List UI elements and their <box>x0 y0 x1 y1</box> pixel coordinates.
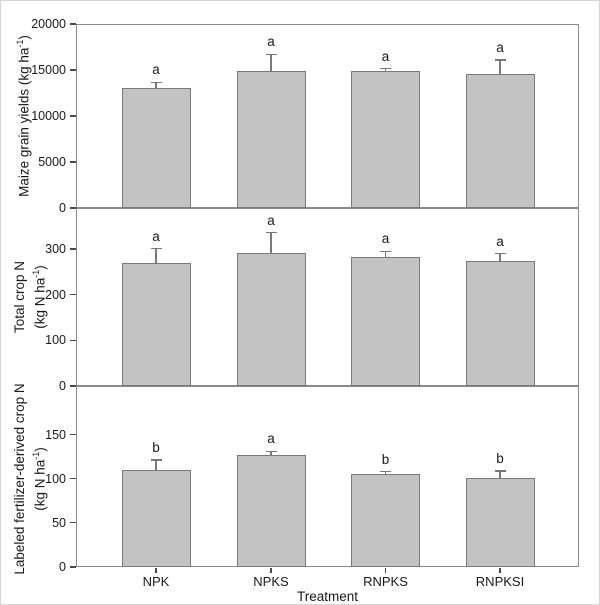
x-tick-label-RNPKSI: RNPKSI <box>475 574 525 589</box>
bar-a-NPK <box>121 88 191 208</box>
error-bar-line <box>384 251 387 257</box>
error-bar-cap <box>150 459 162 461</box>
y-axis-units-close: ) <box>32 447 48 452</box>
bar-c-RNPKSI <box>465 477 535 567</box>
error-bar-cap <box>265 450 277 453</box>
error-bar-cap <box>150 81 162 84</box>
y-tick-label: 15000 <box>31 63 66 77</box>
y-tick-label: 100 <box>45 471 66 486</box>
x-tick-mark <box>270 568 272 573</box>
x-axis-title: Treatment <box>296 589 359 604</box>
bar-a-RNPKS <box>351 70 420 208</box>
bar-c-RNPKS <box>351 474 420 567</box>
significance-letter: a <box>152 228 160 244</box>
x-tick-label-NPK: NPK <box>142 574 170 589</box>
error-bar-line <box>155 82 157 89</box>
y-tick-mark <box>70 522 76 524</box>
error-bar-cap <box>265 53 277 56</box>
error-bar-line <box>270 451 272 455</box>
bar-b-NPKS <box>236 252 306 386</box>
error-bar-cap <box>380 67 391 70</box>
y-tick-mark <box>70 115 76 117</box>
y-axis-units: (kg N ha <box>32 277 48 329</box>
y-tick-label: 20000 <box>31 17 66 31</box>
significance-letter: a <box>152 62 160 78</box>
y-tick-label: 10000 <box>31 109 66 123</box>
significance-letter: a <box>267 34 275 50</box>
y-tick-mark <box>70 566 76 568</box>
y-tick-label: 0 <box>59 379 66 393</box>
significance-letter: a <box>267 431 275 447</box>
significance-letter: a <box>381 231 390 247</box>
y-tick-mark <box>70 248 76 250</box>
y-tick-mark <box>70 23 76 25</box>
y-axis-units-close: ) <box>32 265 48 270</box>
significance-letter: a <box>381 48 390 64</box>
y-tick-mark <box>70 433 76 436</box>
superscript: -1 <box>30 269 41 278</box>
y-axis-title-close: ) <box>16 35 32 40</box>
significance-letter: b <box>152 440 160 456</box>
y-tick-mark <box>70 69 76 71</box>
y-tick-mark <box>70 478 76 480</box>
y-tick-label: 300 <box>45 242 66 257</box>
significance-letter: b <box>496 450 504 466</box>
error-bar-cap <box>494 470 506 472</box>
bar-b-RNPKS <box>351 256 420 386</box>
error-bar-cap <box>494 59 506 61</box>
error-bar-cap <box>380 470 391 473</box>
error-bar-line <box>270 232 272 253</box>
bar-c-NPK <box>121 469 191 567</box>
significance-letter: a <box>496 233 504 249</box>
error-bar-line <box>384 471 387 475</box>
y-tick-mark <box>70 161 76 163</box>
y-tick-mark <box>70 207 76 209</box>
y-tick-label: 0 <box>59 201 66 215</box>
error-bar-cap <box>150 247 162 250</box>
bar-a-RNPKSI <box>465 73 535 208</box>
y-tick-label: 0 <box>59 560 66 574</box>
y-tick-label: 100 <box>45 333 66 348</box>
y-tick-label: 200 <box>45 287 66 302</box>
error-bar-line <box>155 460 157 470</box>
bar-b-NPK <box>121 262 191 386</box>
error-bar-line <box>155 248 157 263</box>
x-tick-label-RNPKS: RNPKS <box>363 574 408 589</box>
error-bar-cap <box>380 250 391 253</box>
y-tick-mark <box>70 294 76 296</box>
error-bar-cap <box>494 252 506 255</box>
y-tick-label: 50 <box>52 515 66 530</box>
x-tick-mark <box>155 568 157 573</box>
superscript: -1 <box>14 39 25 48</box>
x-tick-label-NPKS: NPKS <box>253 574 289 589</box>
bar-b-RNPKSI <box>465 260 535 386</box>
y-tick-label: 150 <box>45 427 66 442</box>
y-tick-mark <box>70 339 76 341</box>
y-tick-mark <box>70 385 76 387</box>
significance-letter: a <box>267 212 275 228</box>
error-bar-line <box>270 54 272 71</box>
error-bar-cap <box>265 231 277 234</box>
error-bar-line <box>499 253 501 261</box>
y-tick-label: 5000 <box>38 155 66 169</box>
superscript: -1 <box>30 451 41 460</box>
error-bar-line <box>499 470 501 478</box>
significance-letter: b <box>381 451 390 467</box>
error-bar-line <box>384 68 387 71</box>
bar-c-NPKS <box>236 454 306 567</box>
bar-a-NPKS <box>236 70 306 208</box>
x-tick-mark <box>384 568 387 573</box>
x-tick-mark <box>499 568 501 573</box>
significance-letter: a <box>496 39 504 55</box>
error-bar-line <box>499 59 501 74</box>
